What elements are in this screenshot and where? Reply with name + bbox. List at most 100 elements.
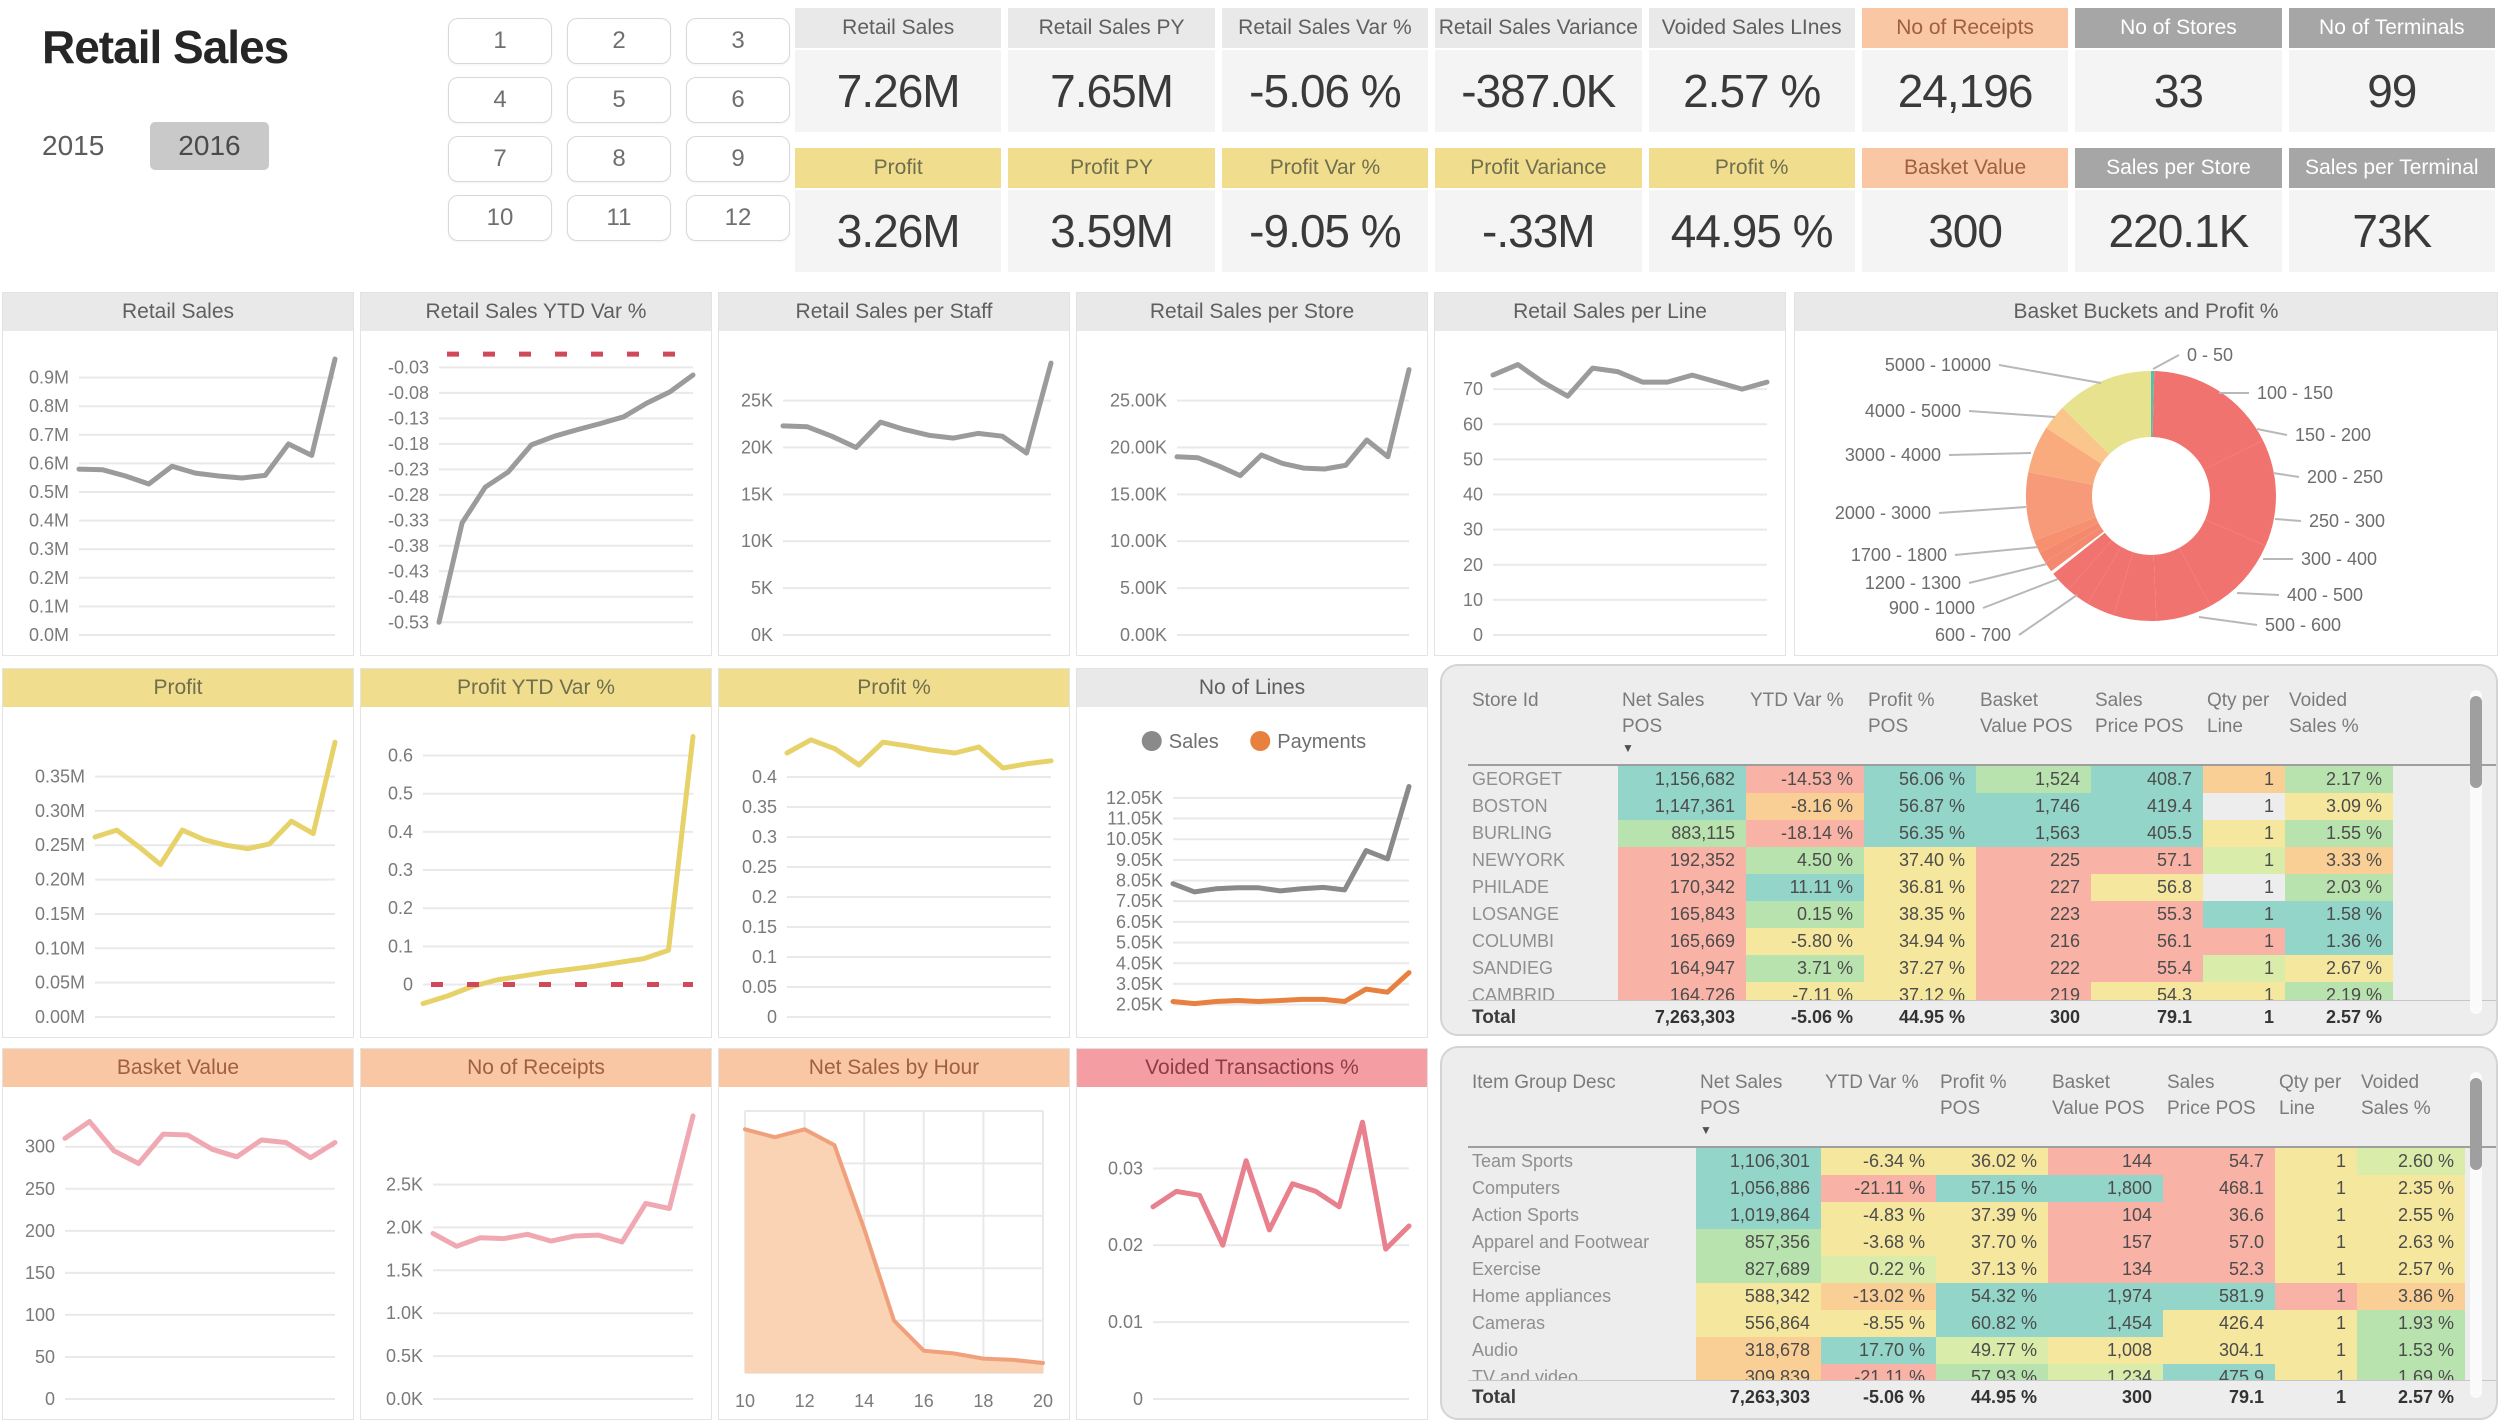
retail-sales-line-chart[interactable]: 0.0M 0.1M 0.2M 0.3M 0.4M 0.5M 0.6M 0.7M 0.8M 0.9M: [3, 331, 353, 655]
table-row[interactable]: NEWYORK 192,352 4.50 % 37.40 % 225 57.1 1 3.33 …: [1468, 847, 2496, 875]
retail-sales-ytd-var-line-chart[interactable]: -0.53 -0.48 -0.43 -0.38 -0.33 -0.28 -0.23 -0.18…: [361, 331, 711, 655]
table-row[interactable]: GEORGET 1,156,682 -14.53 % 56.06 % 1,524 408.…: [1468, 766, 2496, 794]
column-header[interactable]: Voided Sales %: [2361, 1072, 2431, 1119]
table-row[interactable]: LOSANGE 165,843 0.15 % 38.35 % 223 55.3 1 1.58 …: [1468, 901, 2496, 929]
svg-text:0: 0: [1473, 625, 1483, 645]
column-header[interactable]: Qty per Line: [2279, 1072, 2342, 1119]
table-row[interactable]: BOSTON 1,147,361 -8.16 % 56.87 % 1,746 419.4 1…: [1468, 793, 2496, 821]
retail-sales-per-staff-line-chart[interactable]: 0K 5K 10K 15K 20K 25K: [719, 331, 1069, 655]
column-header[interactable]: Net Sales POS ▼: [1618, 688, 1746, 756]
profit-ytd-var-line-chart[interactable]: 0 0.1 0.2 0.3 0.4 0.5 0.6: [361, 707, 711, 1037]
table-row[interactable]: PHILADE 170,342 11.11 % 36.81 % 227 56.8 1 2.03…: [1468, 874, 2496, 902]
column-header[interactable]: Qty per Line: [2207, 690, 2270, 737]
table-row[interactable]: CAMBRID 164,726 -7.11 % 37.12 % 219 54.3 1 2.19…: [1468, 982, 2496, 1001]
table-cell: 468.1: [2163, 1175, 2275, 1203]
svg-text:0.2M: 0.2M: [29, 568, 69, 588]
svg-text:0.5M: 0.5M: [29, 482, 69, 502]
table-row[interactable]: Action Sports 1,019,864 -4.83 % 37.39 % 104 3…: [1468, 1202, 2496, 1230]
column-header[interactable]: YTD Var %: [1825, 1072, 1919, 1093]
table-cell: 0.15 %: [1746, 901, 1864, 929]
table-cell: -8.55 %: [1821, 1310, 1936, 1338]
table-row[interactable]: Exercise 827,689 0.22 % 37.13 % 134 52.3 1 2.57…: [1468, 1256, 2496, 1284]
profit-line-chart[interactable]: 0.00M 0.05M 0.10M 0.15M 0.20M 0.25M 0.30M 0.35M: [3, 707, 353, 1037]
basket-buckets-donut-chart[interactable]: 0 - 50 100 - 150 150 - 200 200 - 250 250 - 3…: [1795, 331, 2497, 655]
no-of-receipts-line-chart[interactable]: 0.0K 0.5K 1.0K 1.5K 2.0K 2.5K: [361, 1087, 711, 1419]
chart-title: Retail Sales per Staff: [719, 293, 1069, 331]
month-button-6[interactable]: 6: [686, 77, 790, 123]
month-button-10[interactable]: 10: [448, 195, 552, 241]
svg-text:600 - 700: 600 - 700: [1935, 625, 2011, 645]
table-body[interactable]: Team Sports 1,106,301 -6.34 % 36.02 % 144 54.…: [1468, 1148, 2496, 1381]
table-row[interactable]: COLUMBI 165,669 -5.80 % 34.94 % 216 56.1 1 1.36…: [1468, 928, 2496, 956]
svg-text:100 - 150: 100 - 150: [2257, 383, 2333, 403]
table-cell: 405.5: [2091, 820, 2203, 848]
column-header[interactable]: Item Group Desc: [1472, 1072, 1616, 1093]
table-row[interactable]: Team Sports 1,106,301 -6.34 % 36.02 % 144 54.…: [1468, 1148, 2496, 1176]
column-header[interactable]: Sales Price POS: [2167, 1072, 2256, 1119]
retail-sales-per-store-line-chart[interactable]: 0.00K 5.00K 10.00K 15.00K 20.00K 25.00K: [1077, 331, 1427, 655]
row-label: Team Sports: [1472, 1151, 1574, 1172]
svg-text:0.05: 0.05: [742, 977, 777, 997]
column-header[interactable]: Basket Value POS: [1980, 690, 2073, 737]
table-row[interactable]: Cameras 556,864 -8.55 % 60.82 % 1,454 426.4 1 1…: [1468, 1310, 2496, 1338]
column-header[interactable]: Profit % POS: [1868, 690, 1935, 737]
column-header[interactable]: Profit % POS: [1940, 1072, 2007, 1119]
basket-value-line-chart[interactable]: 0 50 100 150 200 250 300: [3, 1087, 353, 1419]
kpi-card: Profit Var % -9.05 %: [1221, 148, 1429, 272]
table-row[interactable]: Apparel and Footwear 857,356 -3.68 % 37.70 …: [1468, 1229, 2496, 1257]
scrollbar-thumb[interactable]: [2470, 1078, 2482, 1170]
column-header[interactable]: YTD Var %: [1750, 690, 1844, 711]
svg-text:400 - 500: 400 - 500: [2287, 585, 2363, 605]
table-cell: 37.13 %: [1936, 1256, 2048, 1284]
month-button-4[interactable]: 4: [448, 77, 552, 123]
year-option-2016[interactable]: 2016: [150, 122, 269, 170]
month-button-5[interactable]: 5: [567, 77, 671, 123]
year-option-2015[interactable]: 2015: [42, 130, 105, 161]
table-cell: 1: [2275, 1202, 2357, 1230]
chart-card-retail-sales: Retail Sales 0.0M 0.1M 0.2M 0.3M 0.4M 0.5M 0.6…: [2, 292, 354, 656]
retail-sales-per-line-line-chart[interactable]: 0 10 20 30 40 50 60 70: [1435, 331, 1785, 655]
column-header[interactable]: Store Id: [1472, 690, 1539, 711]
table-cell: 2.57 %: [2357, 1256, 2465, 1284]
svg-text:0.1: 0.1: [752, 947, 777, 967]
table-row[interactable]: TV and video 309,839 -21.11 % 57.93 % 1,234 4…: [1468, 1364, 2496, 1381]
table-cell: 1: [2203, 928, 2285, 956]
total-label: Total: [1472, 1006, 1516, 1028]
month-button-1[interactable]: 1: [448, 18, 552, 64]
month-button-12[interactable]: 12: [686, 195, 790, 241]
profit-pct-line-chart[interactable]: 0 0.05 0.1 0.15 0.2 0.25 0.3 0.35 0.4: [719, 707, 1069, 1037]
table-row[interactable]: BURLING 883,115 -18.14 % 56.35 % 1,563 405.5 1…: [1468, 820, 2496, 848]
month-button-2[interactable]: 2: [567, 18, 671, 64]
month-button-7[interactable]: 7: [448, 136, 552, 182]
table-row[interactable]: Audio 318,678 17.70 % 49.77 % 1,008 304.1 1 1.5…: [1468, 1337, 2496, 1365]
svg-text:6.05K: 6.05K: [1116, 912, 1163, 932]
column-header[interactable]: Voided Sales %: [2289, 690, 2359, 737]
table-row[interactable]: Home appliances 588,342 -13.02 % 54.32 % 1,9…: [1468, 1283, 2496, 1311]
table-cell: 1.69 %: [2357, 1364, 2465, 1381]
month-button-8[interactable]: 8: [567, 136, 671, 182]
svg-text:15K: 15K: [741, 484, 773, 504]
column-header[interactable]: Basket Value POS: [2052, 1072, 2145, 1119]
table-row[interactable]: Computers 1,056,886 -21.11 % 57.15 % 1,800 46…: [1468, 1175, 2496, 1203]
table-row[interactable]: SANDIEG 164,947 3.71 % 37.27 % 222 55.4 1 2.67 …: [1468, 955, 2496, 983]
no-of-lines-line-chart[interactable]: 2.05K 3.05K 4.05K 5.05K 6.05K 7.05K 8.05K 9.05K…: [1077, 707, 1427, 1037]
month-button-11[interactable]: 11: [567, 195, 671, 241]
svg-text:10: 10: [1463, 590, 1483, 610]
column-header[interactable]: Net Sales POS ▼: [1696, 1070, 1821, 1138]
svg-text:0.0M: 0.0M: [29, 625, 69, 645]
table-cell: 2.63 %: [2357, 1229, 2465, 1257]
kpi-label: Sales per Store: [2075, 148, 2282, 188]
net-sales-by-hour-area-chart[interactable]: 10 12 14 16 18 20: [719, 1087, 1069, 1419]
month-button-9[interactable]: 9: [686, 136, 790, 182]
table-cell: 1: [2275, 1337, 2357, 1365]
table-body[interactable]: GEORGET 1,156,682 -14.53 % 56.06 % 1,524 408.…: [1468, 766, 2496, 1001]
scrollbar-thumb[interactable]: [2470, 696, 2482, 788]
chart-card-profit-pct: Profit % 0 0.05 0.1 0.15 0.2 0.25 0.3 0.35 0.4: [718, 668, 1070, 1038]
voided-transactions-line-chart[interactable]: 0 0.01 0.02 0.03: [1077, 1087, 1427, 1419]
month-button-3[interactable]: 3: [686, 18, 790, 64]
table-cell: 0.22 %: [1821, 1256, 1936, 1284]
table-cell: 1: [2203, 955, 2285, 983]
column-header[interactable]: Sales Price POS: [2095, 690, 2184, 737]
table-cell: -21.11 %: [1821, 1364, 1936, 1381]
kpi-card: Retail Sales Var % -5.06 %: [1221, 8, 1429, 132]
